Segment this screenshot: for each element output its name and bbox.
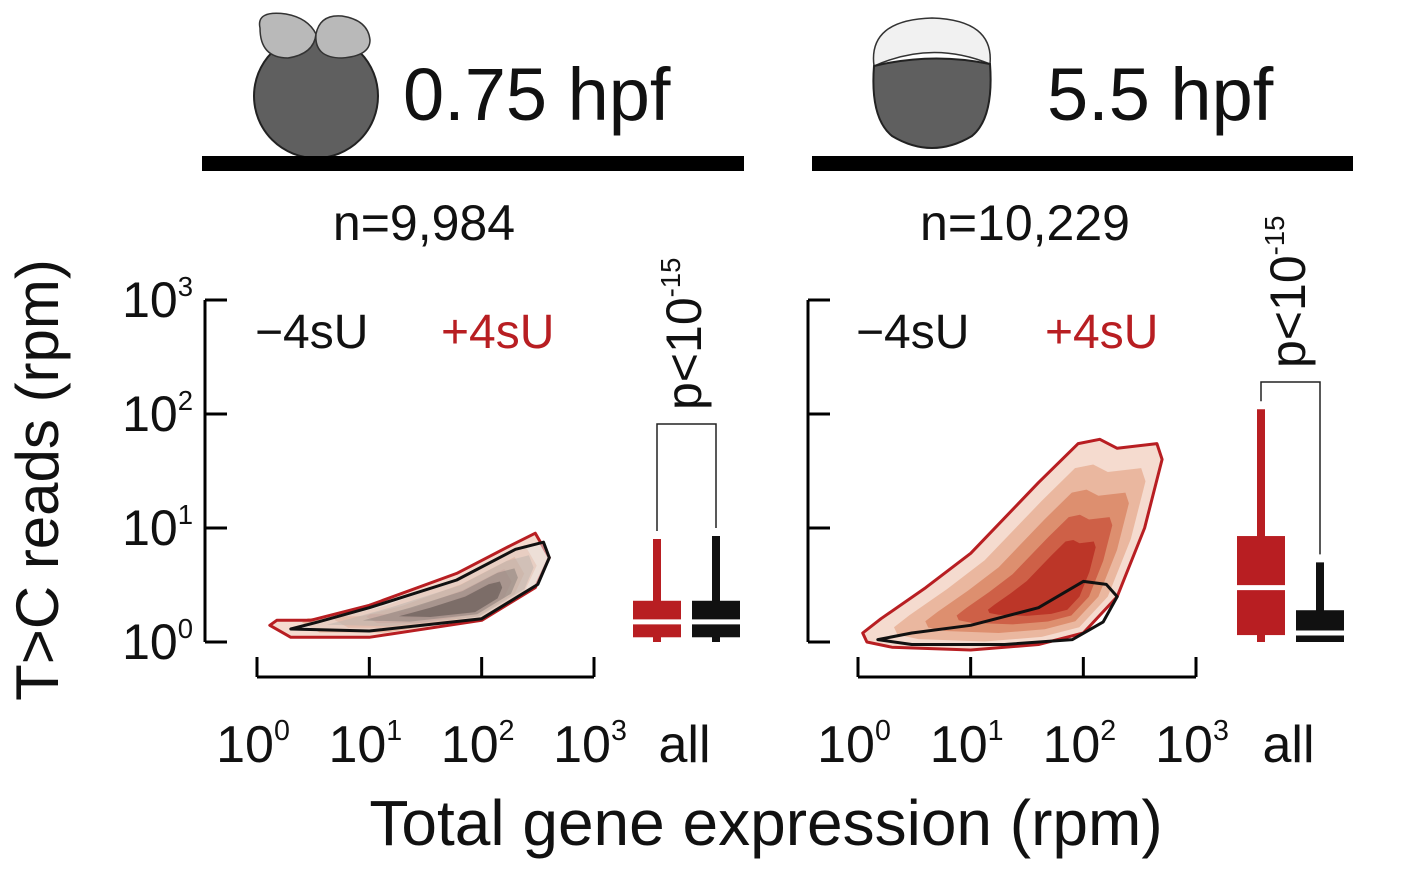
x-tick-label: 101: [930, 715, 1004, 774]
stage-bar: [202, 156, 744, 171]
density-outline: [268, 531, 551, 639]
y-tick-label: 100: [122, 613, 193, 670]
p-value-label: p<10-15: [1259, 216, 1316, 368]
box: [633, 600, 681, 638]
significance: p<10-15: [1259, 216, 1321, 555]
x-axis: 100 101 102 103 all: [216, 657, 711, 774]
y-tick-label: 102: [122, 385, 193, 442]
legend-plus-4su: +4sU: [1045, 306, 1158, 359]
stage-label: 5.5 hpf: [1047, 53, 1274, 136]
boxplot-plus-4su: [1237, 409, 1285, 642]
boxplot-plus-4su: [633, 539, 681, 642]
all-label: all: [1262, 716, 1314, 774]
x-tick-label: 103: [553, 715, 627, 774]
n-label: n=10,229: [920, 195, 1130, 251]
legend-minus-4su: −4sU: [255, 306, 368, 359]
density-outline: [289, 540, 551, 633]
density-minus-4su: [289, 540, 551, 633]
y-axis: [806, 298, 830, 644]
significance-bracket: [656, 423, 717, 532]
p-value-label: p<10-15: [655, 258, 712, 410]
legend-plus-4su: +4sU: [441, 306, 554, 359]
embryo-icon: [253, 12, 379, 159]
density-outline: [861, 437, 1164, 652]
x-tick-label: 103: [1155, 715, 1229, 774]
density-plot: [268, 531, 551, 639]
x-tick-label: 102: [441, 715, 515, 774]
density-plot: [861, 437, 1164, 652]
legend-minus-4su: −4sU: [856, 306, 969, 359]
stage-bar: [812, 156, 1353, 171]
box: [1296, 610, 1344, 642]
y-axis: 100 101 102 103: [122, 271, 227, 670]
boxplot-minus-4su: [1296, 562, 1344, 642]
y-tick-label: 103: [122, 271, 193, 328]
density-plus-4su: [861, 437, 1164, 652]
y-tick-label: 101: [122, 499, 193, 556]
density-minus-4su: [876, 579, 1119, 646]
significance: p<10-15: [655, 258, 717, 532]
x-tick-label: 101: [328, 715, 402, 774]
density-outline: [876, 579, 1119, 646]
n-label: n=9,984: [333, 195, 515, 251]
significance-bracket: [1260, 381, 1321, 555]
embryo-icon: [872, 17, 992, 149]
density-level: [398, 581, 503, 617]
boxplot-minus-4su: [692, 536, 740, 642]
x-tick-label: 100: [216, 715, 290, 774]
x-tick-label: 100: [817, 715, 891, 774]
x-tick-label: 102: [1042, 715, 1116, 774]
y-axis-title: T>C reads (rpm): [4, 259, 71, 701]
x-axis-title: Total gene expression (rpm): [369, 787, 1162, 859]
box: [692, 600, 740, 638]
all-label: all: [658, 716, 710, 774]
boxplots: [1237, 409, 1344, 642]
boxplots: [633, 536, 740, 642]
density-level: [987, 540, 1096, 616]
panel-2: 5.5 hpf n=10,229 −4sU +4sU 100 101 102 103 all p<…: [806, 17, 1353, 774]
x-axis: 100 101 102 103 all: [817, 657, 1315, 774]
stage-label: 0.75 hpf: [403, 53, 671, 136]
